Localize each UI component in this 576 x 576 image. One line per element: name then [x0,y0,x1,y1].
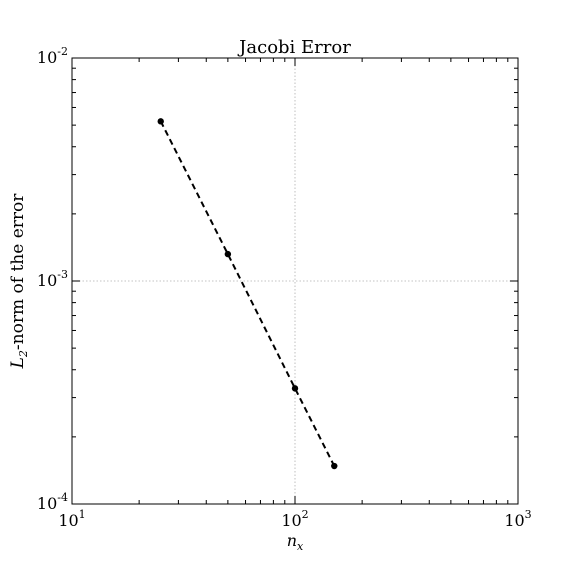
x-tick-label-exponent: 3 [525,508,532,521]
y-axis-label-main: L [8,357,28,369]
y-tick-label: 10-3 [37,268,68,290]
y-tick-label-base: 10 [37,494,57,513]
x-tick-label-base: 10 [504,511,524,530]
series-line [159,120,336,467]
x-tick-label-base: 10 [58,511,78,530]
y-axis-label-sub: 2 [17,350,30,358]
x-tick-label: 102 [281,508,308,530]
data-point [291,385,299,392]
y-axis-label: L2-norm of the error [8,193,30,370]
x-axis-label-sub: x [297,540,304,553]
chart-title: Jacobi Error [237,37,351,58]
y-tick-label-exponent: -4 [57,491,68,504]
x-axis-label: nx [287,531,304,553]
data-point [157,118,164,125]
x-axis-label-main: n [287,531,297,550]
data-point [331,462,338,470]
x-tick-label: 101 [58,508,85,530]
data-point [224,250,232,258]
y-tick-label-exponent: -2 [57,45,68,58]
y-tick-label: 10-2 [37,45,68,67]
series-layer [157,118,338,470]
x-tick-label-base: 10 [281,511,301,530]
x-tick-label-exponent: 1 [79,508,86,521]
grid-layer [72,58,518,504]
minor-ticks-layer [72,58,518,504]
x-tick-label-exponent: 2 [302,508,309,521]
y-tick-label-base: 10 [37,271,57,290]
y-tick-label: 10-4 [37,491,68,513]
y-tick-label-exponent: -3 [57,268,68,281]
y-tick-label-base: 10 [37,48,57,67]
y-axis-label-rest: -norm of the error [8,193,28,350]
x-tick-label: 103 [504,508,531,530]
plot-frame [71,57,519,505]
